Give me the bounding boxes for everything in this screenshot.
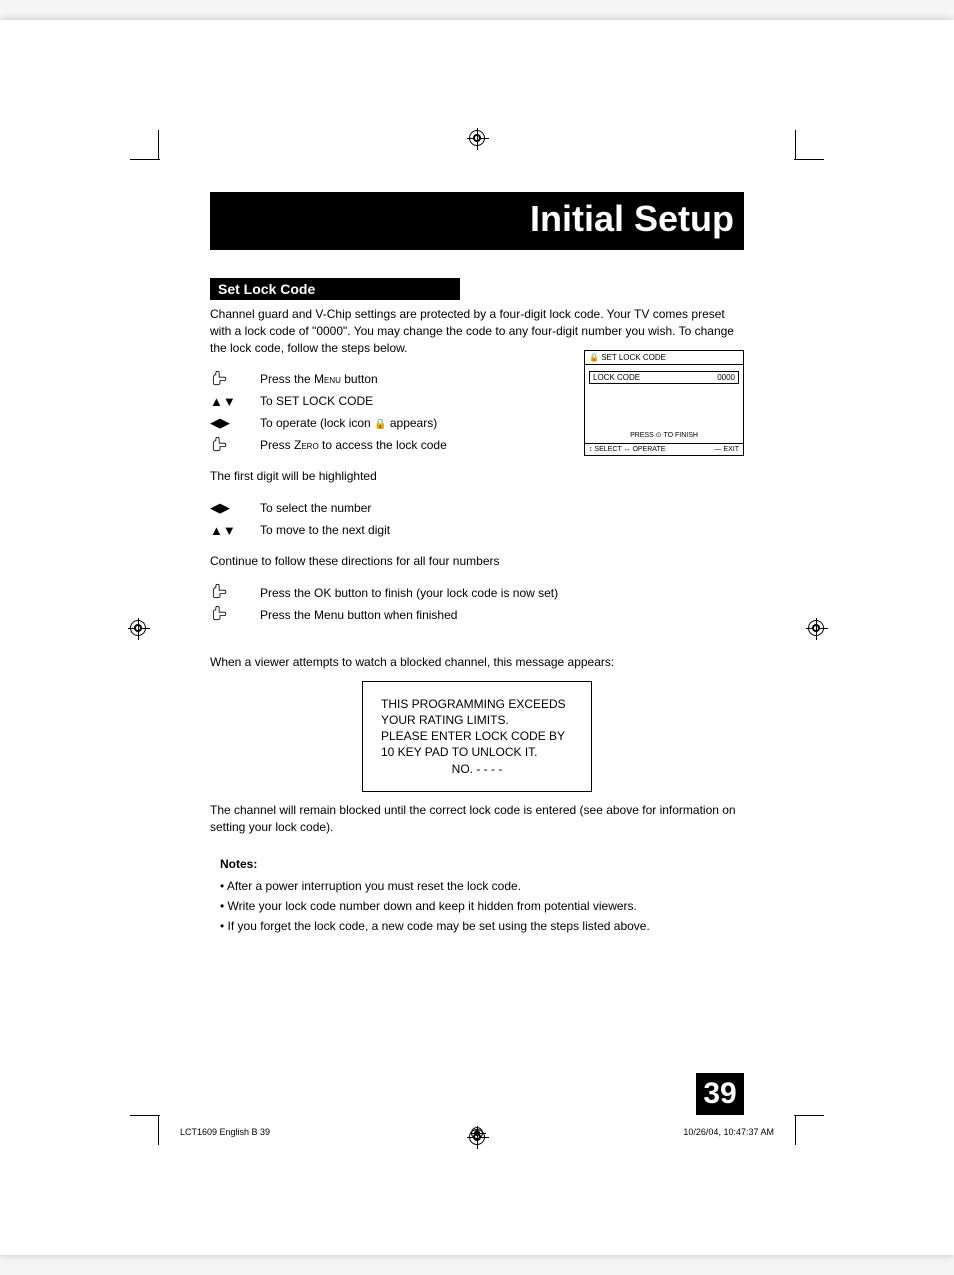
steps-group-3: Press the OK button to finish (your lock…: [210, 582, 744, 626]
page-title: Initial Setup: [210, 192, 744, 250]
footer-right: 10/26/04, 10:47:37 AM: [683, 1127, 774, 1139]
footer: LCT1609 English B 39 10/26/04, 10:47:37 …: [180, 1127, 774, 1139]
leftright-icon: ◀▶: [210, 500, 260, 516]
hand-icon: [210, 370, 260, 389]
msg-line: YOUR RATING LIMITS.: [381, 712, 573, 728]
mid-line: The first digit will be highlighted: [210, 468, 744, 485]
after-steps-text: When a viewer attempts to watch a blocke…: [210, 654, 744, 671]
osd-body: LOCK CODE 0000 PRESS ⊙ TO FINISH: [585, 365, 743, 443]
content-area: Initial Setup Set Lock Code Channel guar…: [180, 180, 774, 1115]
notes-list: After a power interruption you must rese…: [220, 879, 744, 933]
note-item: After a power interruption you must rese…: [220, 879, 744, 893]
osd-screenshot: 🔒 SET LOCK CODE LOCK CODE 0000 PRESS ⊙ T…: [584, 350, 744, 456]
note-item: Write your lock code number down and kee…: [220, 899, 744, 913]
step-text: Press the OK button to finish (your lock…: [260, 586, 744, 600]
step-row: ◀▶ To select the number: [210, 497, 744, 519]
msg-line: THIS PROGRAMMING EXCEEDS: [381, 696, 573, 712]
crop-mark: [795, 1115, 796, 1145]
msg-line: 10 KEY PAD TO UNLOCK IT.: [381, 744, 573, 760]
registration-mark-icon: [469, 130, 485, 146]
osd-foot-left: ↕ SELECT ↔ OPERATE: [589, 446, 665, 453]
intro-paragraph: Channel guard and V-Chip settings are pr…: [210, 306, 744, 356]
footer-registration-icon: [467, 1127, 487, 1139]
osd-press-line: PRESS ⊙ TO FINISH: [585, 431, 743, 439]
osd-header-text: SET LOCK CODE: [601, 353, 666, 362]
crop-mark: [794, 159, 824, 160]
crop-mark: [795, 130, 796, 160]
osd-foot-right: — EXIT: [714, 446, 739, 453]
osd-row: LOCK CODE 0000: [589, 371, 739, 384]
step-row: Press the OK button to finish (your lock…: [210, 582, 744, 604]
osd-row-value: 0000: [717, 373, 735, 382]
step-text: To move to the next digit: [260, 523, 744, 537]
registration-mark-icon: [130, 620, 146, 636]
crop-mark: [158, 1115, 159, 1145]
steps-group-2: ◀▶ To select the number ▲▼ To move to th…: [210, 497, 744, 541]
step-row: Press the Menu button when finished: [210, 604, 744, 626]
footer-left: LCT1609 English B 39: [180, 1127, 270, 1139]
section-heading: Set Lock Code: [210, 278, 460, 300]
hand-icon: [210, 436, 260, 455]
updown-icon: ▲▼: [210, 523, 260, 538]
crop-mark: [130, 159, 160, 160]
msg-line: NO. - - - -: [381, 761, 573, 777]
blocked-message-box: THIS PROGRAMMING EXCEEDS YOUR RATING LIM…: [362, 681, 592, 792]
manual-page: Initial Setup Set Lock Code Channel guar…: [0, 20, 954, 1255]
step-row: ▲▼ To move to the next digit: [210, 519, 744, 541]
crop-mark: [794, 1115, 824, 1116]
hand-icon: [210, 583, 260, 602]
notes-heading: Notes:: [220, 857, 744, 871]
crop-mark: [158, 130, 159, 160]
osd-row-label: LOCK CODE: [593, 373, 640, 382]
updown-icon: ▲▼: [210, 394, 260, 409]
hand-icon: [210, 605, 260, 624]
step-text: Press the Menu button when finished: [260, 608, 744, 622]
mid-line: Continue to follow these directions for …: [210, 553, 744, 570]
note-item: If you forget the lock code, a new code …: [220, 919, 744, 933]
msg-line: PLEASE ENTER LOCK CODE BY: [381, 728, 573, 744]
after-box-text: The channel will remain blocked until th…: [210, 802, 744, 836]
osd-header: 🔒 SET LOCK CODE: [585, 351, 743, 365]
leftright-icon: ◀▶: [210, 415, 260, 431]
registration-mark-icon: [808, 620, 824, 636]
lock-icon: 🔒: [374, 419, 386, 430]
page-number: 39: [696, 1073, 744, 1115]
crop-mark: [130, 1115, 160, 1116]
osd-footer: ↕ SELECT ↔ OPERATE — EXIT: [585, 443, 743, 455]
step-text: To select the number: [260, 501, 744, 515]
